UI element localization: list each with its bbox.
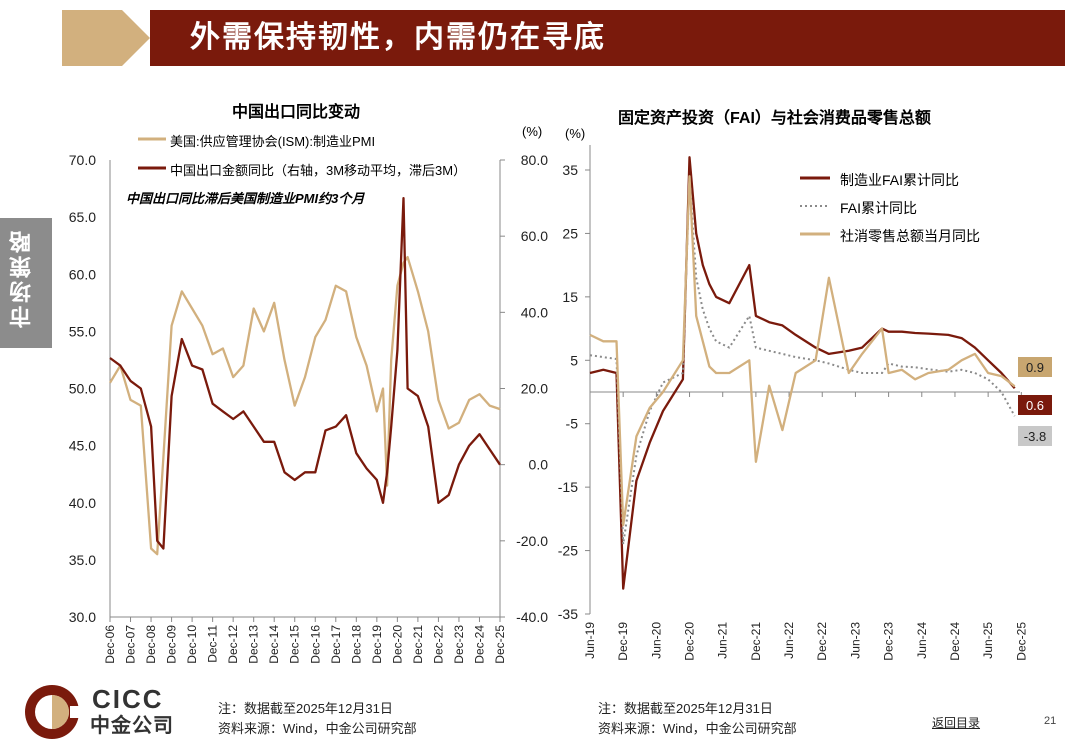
right-chart-y-tick-label: -35 (558, 606, 578, 622)
end-label-retail: 0.9 (1025, 360, 1045, 375)
back-to-contents-link[interactable]: 返回目录 (932, 716, 981, 730)
note-left: 注：数据截至2025年12月31日 (218, 701, 393, 716)
logo-cicc-cn-text: 中金公司 (90, 715, 174, 737)
note-right: 注：数据截至2025年12月31日 (598, 701, 773, 716)
left-x-tick-label: Dec-15 (288, 625, 302, 664)
right-y-tick-label: -40.0 (516, 609, 548, 625)
right-y-tick-label: 20.0 (521, 381, 548, 397)
left-y-tick-label: 55.0 (69, 323, 96, 339)
left-chart-x-ticks: Dec-06 Dec-07 Dec-08 Dec-09 Dec-10 Dec-11 Dec-… (103, 617, 507, 664)
right-chart-x-tick-label: Dec-19 (616, 622, 630, 661)
left-y-tick-label: 70.0 (69, 152, 96, 168)
right-y-tick-label: 0.0 (529, 457, 549, 473)
left-x-tick-label: Dec-12 (226, 625, 240, 664)
right-chart-y-tick-label: 5 (570, 352, 578, 368)
right-chart-y-ticks: 35 25 15 5 -5 -15 -25 -35 (558, 162, 590, 622)
left-x-tick-label: Dec-18 (349, 625, 363, 664)
left-x-tick-label: Dec-10 (185, 625, 199, 664)
right-chart-x-ticks: Jun-19 Dec-19 Jun-20 Dec-20 Jun-21 Dec-21 Jun-… (583, 392, 1028, 661)
right-chart-y-tick-label: -25 (558, 543, 578, 559)
left-x-tick-label: Dec-11 (206, 625, 220, 663)
left-x-tick-label: Dec-19 (370, 625, 384, 664)
left-x-tick-label: Dec-25 (493, 625, 507, 664)
cicc-logo-icon (25, 685, 84, 739)
left-x-tick-label: Dec-16 (308, 625, 322, 664)
left-x-tick-label: Dec-24 (472, 625, 486, 664)
left-x-tick-label: Dec-17 (329, 625, 343, 664)
header-chevron-decoration (62, 10, 150, 66)
left-chart-annotation: 中国出口同比滞后美国制造业PMI约3个月 (126, 191, 365, 206)
right-chart-y-tick-label: -5 (566, 416, 579, 432)
end-label-mfg-fai: 0.6 (1025, 398, 1045, 413)
right-y-tick-label: 80.0 (521, 152, 548, 168)
end-label-retail-box (1018, 357, 1052, 377)
right-chart-x-tick-label: Jun-19 (583, 622, 597, 659)
left-chart-title: 中国出口同比变动 (232, 104, 361, 121)
right-chart-x-tick-label: Jun-20 (649, 622, 663, 659)
source-right: 资料来源：Wind，中金公司研究部 (598, 721, 797, 736)
right-chart-x-tick-label: Jun-24 (915, 622, 929, 659)
left-chart-right-ticks: 80.0 60.0 40.0 20.0 0.0 -20.0 -40.0 (500, 152, 548, 625)
right-chart-x-tick-label: Jun-23 (848, 622, 862, 659)
right-chart-x-tick-label: Dec-22 (815, 622, 829, 661)
left-y-tick-label: 45.0 (69, 438, 96, 454)
right-y-tick-label: 60.0 (521, 228, 548, 244)
china-export-yoy-line (109, 196, 501, 550)
right-chart-x-tick-label: Jun-22 (782, 622, 796, 659)
left-chart-right-unit: (%) (522, 124, 543, 139)
right-y-tick-label: 40.0 (521, 304, 548, 320)
left-x-tick-label: Dec-08 (144, 625, 158, 664)
left-y-tick-label: 40.0 (69, 495, 96, 511)
mfg-fai-line (589, 156, 1016, 590)
right-chart-x-tick-label: Dec-25 (1014, 622, 1028, 661)
left-x-tick-label: Dec-22 (431, 625, 445, 664)
right-chart-x-tick-label: Jun-21 (716, 622, 730, 659)
us-ism-pmi-line (109, 255, 501, 556)
right-chart-x-tick-label: Dec-20 (683, 622, 697, 661)
right-chart-y-tick-label: 25 (562, 225, 578, 241)
legend-pmi-label: 美国:供应管理协会(ISM):制造业PMI (170, 134, 376, 149)
right-chart-x-tick-label: Dec-23 (882, 622, 896, 661)
retail-sales-line (589, 175, 1016, 527)
source-left: 资料来源：Wind，中金公司研究部 (218, 721, 417, 736)
end-label-mfg-box (1018, 395, 1052, 415)
left-y-tick-label: 35.0 (69, 552, 96, 568)
page-number: 21 (1044, 715, 1057, 727)
right-chart-y-tick-label: 15 (562, 289, 578, 305)
left-x-tick-label: Dec-13 (247, 625, 261, 664)
right-y-tick-label: -20.0 (516, 533, 548, 549)
left-chart-left-ticks: 70.0 65.0 60.0 55.0 50.0 45.0 40.0 35.0 30.0 (69, 152, 96, 625)
right-chart-y-tick-label: -15 (558, 479, 578, 495)
page-title: 外需保持韧性，内需仍在寻底 (190, 21, 606, 54)
title-bar (150, 10, 1065, 66)
left-x-tick-label: Dec-07 (124, 625, 138, 664)
right-chart-x-tick-label: Dec-21 (749, 622, 763, 661)
left-y-tick-label: 30.0 (69, 609, 96, 625)
end-label-fai-box (1018, 426, 1052, 446)
right-chart-unit: (%) (565, 126, 586, 141)
legend-export-label: 中国出口金额同比（右轴，3M移动平均，滞后3M） (170, 163, 467, 178)
left-x-tick-label: Dec-06 (103, 625, 117, 664)
right-chart-x-tick-label: Jun-25 (981, 622, 995, 659)
legend-fai-label: FAI累计同比 (840, 200, 918, 216)
side-tab[interactable] (0, 218, 52, 348)
right-chart-title: 固定资产投资（FAI）与社会消费品零售总额 (618, 110, 931, 127)
left-x-tick-label: Dec-14 (267, 625, 281, 664)
right-chart-y-tick-label: 35 (562, 162, 578, 178)
end-label-fai: -3.8 (1023, 429, 1047, 444)
left-x-tick-label: Dec-20 (390, 625, 404, 664)
left-y-tick-label: 50.0 (69, 381, 96, 397)
left-x-tick-label: Dec-09 (165, 625, 179, 664)
legend-mfg-fai-label: 制造业FAI累计同比 (840, 172, 960, 188)
legend-retail-label: 社消零售总额当月同比 (840, 228, 980, 244)
right-chart-x-tick-label: Dec-24 (948, 622, 962, 661)
left-x-tick-label: Dec-21 (411, 625, 425, 664)
left-y-tick-label: 60.0 (69, 266, 96, 282)
left-x-tick-label: Dec-23 (452, 625, 466, 664)
logo-cicc-text: CICC (92, 684, 164, 714)
left-y-tick-label: 65.0 (69, 209, 96, 225)
